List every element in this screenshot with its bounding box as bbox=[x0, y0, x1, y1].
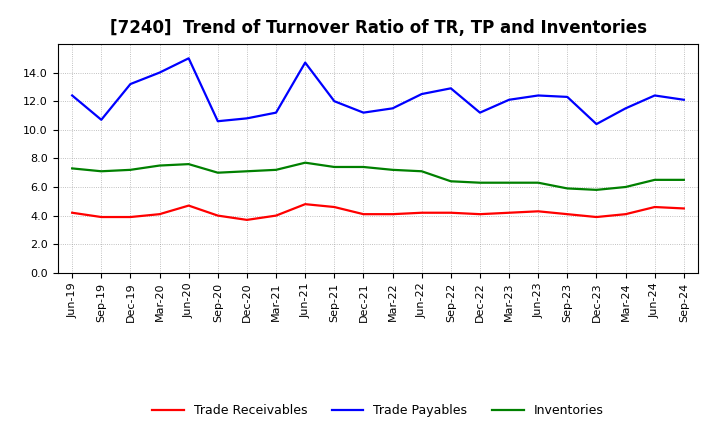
Trade Receivables bbox=[563, 212, 572, 217]
Title: [7240]  Trend of Turnover Ratio of TR, TP and Inventories: [7240] Trend of Turnover Ratio of TR, TP… bbox=[109, 19, 647, 37]
Trade Payables bbox=[213, 118, 222, 124]
Trade Receivables bbox=[534, 209, 543, 214]
Trade Receivables bbox=[592, 214, 600, 220]
Inventories bbox=[97, 169, 106, 174]
Inventories bbox=[563, 186, 572, 191]
Inventories bbox=[621, 184, 630, 190]
Trade Receivables bbox=[126, 214, 135, 220]
Legend: Trade Receivables, Trade Payables, Inventories: Trade Receivables, Trade Payables, Inven… bbox=[146, 398, 610, 424]
Trade Receivables bbox=[476, 212, 485, 217]
Trade Receivables bbox=[388, 212, 397, 217]
Inventories bbox=[68, 166, 76, 171]
Inventories bbox=[592, 187, 600, 192]
Trade Receivables bbox=[359, 212, 368, 217]
Inventories bbox=[301, 160, 310, 165]
Trade Payables bbox=[359, 110, 368, 115]
Trade Payables bbox=[621, 106, 630, 111]
Trade Payables bbox=[184, 55, 193, 61]
Trade Payables bbox=[126, 81, 135, 87]
Trade Payables bbox=[271, 110, 280, 115]
Trade Receivables bbox=[621, 212, 630, 217]
Trade Receivables bbox=[184, 203, 193, 208]
Trade Payables bbox=[388, 106, 397, 111]
Inventories bbox=[330, 164, 338, 169]
Inventories bbox=[476, 180, 485, 185]
Trade Receivables bbox=[68, 210, 76, 215]
Trade Payables bbox=[592, 121, 600, 127]
Trade Receivables bbox=[418, 210, 426, 215]
Inventories bbox=[359, 164, 368, 169]
Trade Receivables bbox=[213, 213, 222, 218]
Trade Payables bbox=[446, 86, 455, 91]
Trade Payables bbox=[563, 94, 572, 99]
Trade Receivables bbox=[650, 204, 659, 210]
Trade Payables bbox=[97, 117, 106, 122]
Line: Trade Payables: Trade Payables bbox=[72, 58, 684, 124]
Trade Receivables bbox=[680, 206, 688, 211]
Inventories bbox=[650, 177, 659, 183]
Inventories bbox=[534, 180, 543, 185]
Trade Payables bbox=[68, 93, 76, 98]
Line: Trade Receivables: Trade Receivables bbox=[72, 204, 684, 220]
Inventories bbox=[446, 179, 455, 184]
Trade Receivables bbox=[271, 213, 280, 218]
Trade Payables bbox=[505, 97, 513, 103]
Inventories bbox=[213, 170, 222, 175]
Inventories bbox=[388, 167, 397, 172]
Inventories bbox=[505, 180, 513, 185]
Inventories bbox=[271, 167, 280, 172]
Trade Receivables bbox=[505, 210, 513, 215]
Trade Payables bbox=[680, 97, 688, 103]
Inventories bbox=[156, 163, 164, 168]
Trade Payables bbox=[534, 93, 543, 98]
Inventories bbox=[243, 169, 251, 174]
Inventories bbox=[184, 161, 193, 167]
Trade Receivables bbox=[330, 204, 338, 210]
Trade Receivables bbox=[446, 210, 455, 215]
Trade Payables bbox=[301, 60, 310, 65]
Inventories bbox=[126, 167, 135, 172]
Trade Payables bbox=[330, 99, 338, 104]
Trade Receivables bbox=[243, 217, 251, 223]
Inventories bbox=[680, 177, 688, 183]
Inventories bbox=[418, 169, 426, 174]
Trade Payables bbox=[243, 116, 251, 121]
Trade Receivables bbox=[301, 202, 310, 207]
Line: Inventories: Inventories bbox=[72, 163, 684, 190]
Trade Payables bbox=[418, 92, 426, 97]
Trade Payables bbox=[156, 70, 164, 75]
Trade Payables bbox=[650, 93, 659, 98]
Trade Payables bbox=[476, 110, 485, 115]
Trade Receivables bbox=[97, 214, 106, 220]
Trade Receivables bbox=[156, 212, 164, 217]
